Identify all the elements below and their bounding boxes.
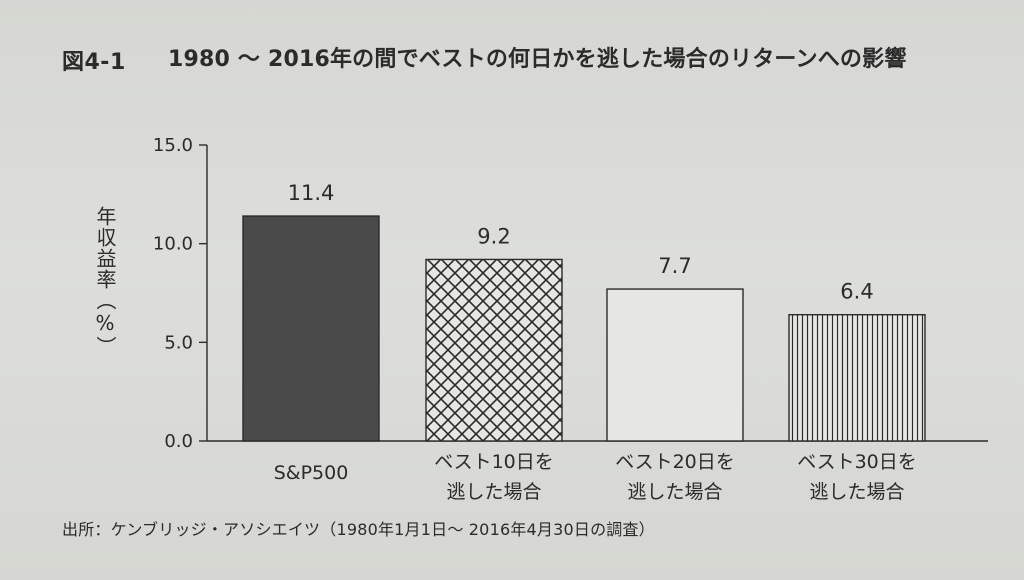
bar-0 xyxy=(242,215,380,442)
x-category-line: 逃した場合 xyxy=(446,481,542,503)
x-category-label-0: S&P500 xyxy=(231,458,391,488)
x-category-label-3: ベスト30日を 逃した場合 xyxy=(777,447,937,507)
bar-value-label-3: 6.4 xyxy=(840,280,873,304)
x-category-line: ベスト30日を xyxy=(797,451,917,473)
x-category-line: S&P500 xyxy=(273,462,349,484)
bar-value-label-0: 11.4 xyxy=(288,181,335,205)
labels-layer: 11.4 9.2 7.7 6.4 xyxy=(288,181,874,304)
x-category-line: 逃した場合 xyxy=(809,481,905,503)
bar-2 xyxy=(606,288,744,442)
bar-value-label-2: 7.7 xyxy=(658,254,691,278)
x-category-line: 逃した場合 xyxy=(627,481,723,503)
bars-layer xyxy=(242,215,926,442)
bar-1 xyxy=(425,258,563,442)
x-category-line: ベスト10日を xyxy=(434,451,554,473)
source-note: 出所：ケンブリッジ・アソシエイツ（1980年1月1日～ 2016年4月30日の調… xyxy=(62,520,655,539)
y-tick-label-2: 10.0 xyxy=(153,234,193,255)
x-category-label-1: ベスト10日を 逃した場合 xyxy=(414,447,574,507)
figure-label: 図4-1 xyxy=(62,50,126,75)
x-category-label-2: ベスト20日を 逃した場合 xyxy=(595,447,755,507)
bar-3 xyxy=(788,314,926,442)
y-tick-label-0: 0.0 xyxy=(164,431,193,452)
y-tick-label-3: 15.0 xyxy=(153,135,193,156)
y-tick-label-1: 5.0 xyxy=(164,332,193,353)
chart-title: 1980 ～ 2016年の間でベストの何日かを逃した場合のリターンへの影響 xyxy=(168,47,907,72)
x-category-line: ベスト20日を xyxy=(615,451,735,473)
y-axis-label: 年収益率（%） xyxy=(93,206,117,357)
bar-value-label-1: 9.2 xyxy=(477,224,510,248)
